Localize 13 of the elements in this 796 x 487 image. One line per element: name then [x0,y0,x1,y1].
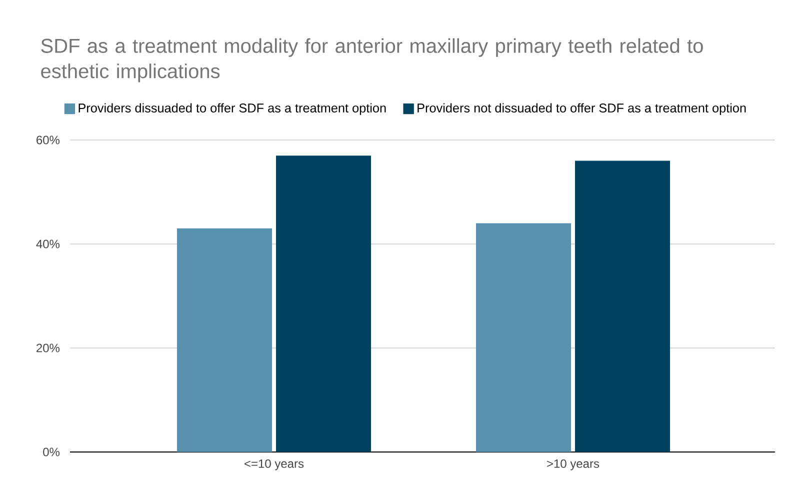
y-tick-label: 20% [36,344,60,352]
x-tick-label: <=10 years [244,459,304,470]
y-tick-label: 0% [43,448,60,456]
chart-title: SDF as a treatment modality for anterior maxillary primary teeth related to esthetic implications [41,38,703,82]
bar [276,156,372,452]
bar [575,160,670,452]
bar [476,223,572,452]
y-tick-label: 60% [36,136,60,144]
x-tick-label: >10 years [547,459,600,470]
legend-label: Providers dissuaded to offer SDF as a treatment option [78,103,386,116]
legend-label: Providers not dissuaded to offer SDF as a treatment option [418,103,746,116]
bar [177,228,272,452]
y-tick-label: 40% [36,240,60,248]
